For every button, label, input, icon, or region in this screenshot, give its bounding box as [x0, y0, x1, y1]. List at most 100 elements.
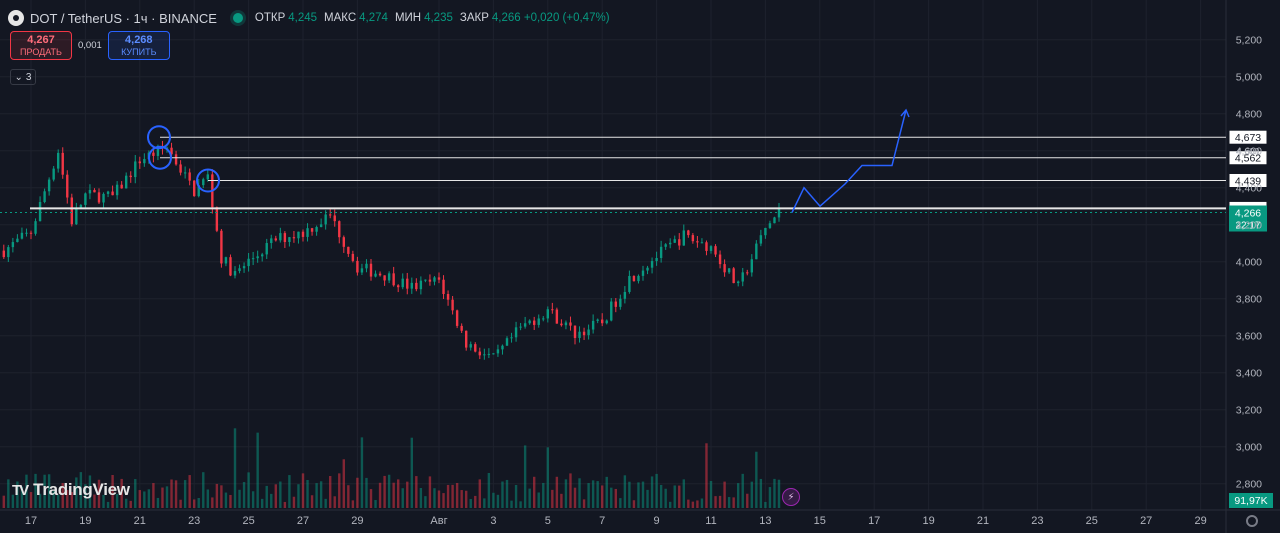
- candle-body: [251, 258, 255, 260]
- ohlc-close-value: 4,266 +0,020 (+0,47%): [491, 12, 610, 24]
- time-tick-label: 29: [351, 515, 363, 527]
- volume-bar: [678, 485, 681, 508]
- volume-bar: [700, 498, 704, 508]
- volume-bar: [256, 432, 259, 508]
- volume-bar: [147, 489, 151, 508]
- candle-body: [88, 189, 92, 194]
- volume-bar: [564, 479, 568, 508]
- candle-body: [523, 323, 527, 327]
- candle-body: [34, 221, 37, 234]
- buy-button[interactable]: 4,268 КУПИТЬ: [107, 31, 170, 60]
- candle-body: [93, 189, 96, 193]
- time-tick-label: 23: [1031, 515, 1043, 527]
- candle-body: [696, 241, 699, 243]
- volume-bar: [338, 473, 341, 508]
- volume-bar: [283, 501, 287, 508]
- volume-bar: [669, 501, 672, 508]
- volume-bar: [646, 489, 649, 508]
- volume-bar: [573, 487, 577, 508]
- candle-body: [646, 267, 649, 271]
- candle-body: [75, 208, 78, 225]
- candle-body: [351, 253, 355, 261]
- volume-bar: [619, 498, 622, 508]
- candle-body: [174, 154, 178, 165]
- candle-body: [746, 272, 749, 274]
- volume-bar: [737, 483, 740, 508]
- candle-body: [333, 215, 336, 222]
- candle-body: [714, 246, 717, 255]
- volume-bar: [773, 478, 776, 508]
- candle-body: [460, 325, 463, 331]
- volume-bar: [356, 477, 359, 508]
- tradingview-logo[interactable]: TV TradingView: [12, 480, 130, 500]
- volume-bar: [587, 483, 590, 508]
- spread-value: 0,001: [78, 40, 102, 51]
- logo-text: TradingView: [33, 480, 130, 499]
- candle-body: [197, 185, 200, 197]
- sell-price: 4,267: [27, 33, 55, 46]
- volume-bar: [143, 491, 146, 508]
- candle-body: [492, 353, 495, 355]
- candle-body: [342, 237, 345, 247]
- candle-body: [129, 175, 132, 178]
- lightning-icon[interactable]: ⚡: [782, 488, 800, 506]
- candle-body: [220, 230, 223, 264]
- circle-marker: [148, 145, 172, 170]
- volume-bar: [297, 484, 300, 508]
- volume-bar: [315, 483, 318, 508]
- time-tick-label: 13: [759, 515, 771, 527]
- volume-bar: [360, 437, 364, 508]
- volume-bar: [229, 494, 232, 508]
- tradingview-mark-icon: TV: [12, 481, 29, 499]
- candle-body: [43, 191, 46, 203]
- candle-body: [487, 353, 491, 355]
- volume-bar: [11, 494, 15, 508]
- candle-body: [551, 309, 554, 311]
- price-tick-label: 4,600: [1237, 147, 1260, 157]
- candle-body: [106, 191, 110, 194]
- volume-bar: [727, 497, 731, 508]
- level-label: 4,562: [1235, 153, 1261, 165]
- candle-body: [265, 243, 268, 255]
- level-label: 4,673: [1235, 132, 1261, 144]
- candle-body: [709, 246, 713, 251]
- drawings: [147, 108, 910, 213]
- time-tick-label: 21: [134, 515, 146, 527]
- candle-body: [741, 272, 744, 282]
- candle-body: [610, 301, 613, 321]
- price-tick-label: 3,800: [1236, 294, 1262, 306]
- sell-button[interactable]: 4,267 ПРОДАТЬ: [10, 31, 72, 60]
- candle-body: [292, 237, 296, 239]
- volume-bar: [601, 485, 604, 508]
- candle-body: [229, 257, 232, 276]
- candle-body: [397, 285, 400, 288]
- candle-body: [47, 179, 51, 192]
- circle-marker: [196, 168, 220, 193]
- volume-bar: [102, 494, 105, 508]
- indicators-toggle[interactable]: ⌄ 3: [10, 69, 36, 85]
- candle-body: [274, 238, 277, 241]
- volume-bar: [741, 473, 744, 508]
- candle-body: [52, 168, 55, 180]
- candle-body: [288, 237, 291, 243]
- candle-body: [650, 261, 654, 268]
- time-tick-label: 11: [705, 515, 716, 527]
- symbol-title[interactable]: DOT / TetherUS · 1ч · BINANCE: [30, 10, 217, 26]
- volume-bars: [2, 428, 781, 508]
- volume-bar: [718, 495, 722, 508]
- time-tick-label: 7: [599, 515, 605, 527]
- volume-bar: [410, 437, 413, 508]
- time-tick-label: 25: [1086, 515, 1098, 527]
- candle-body: [659, 246, 663, 258]
- candle-body: [732, 268, 735, 284]
- volume-bar: [415, 476, 418, 508]
- ohlc-legend: ОТКР 4,245 МАКС 4,274 МИН 4,235 ЗАКР 4,266 +…: [255, 12, 614, 24]
- candle-body: [578, 331, 581, 338]
- buy-label: КУПИТЬ: [121, 46, 157, 57]
- volume-bar: [483, 498, 486, 508]
- candle-body: [360, 268, 364, 273]
- gear-icon[interactable]: [1246, 515, 1258, 527]
- candles: [2, 140, 781, 360]
- candle-body: [183, 172, 187, 174]
